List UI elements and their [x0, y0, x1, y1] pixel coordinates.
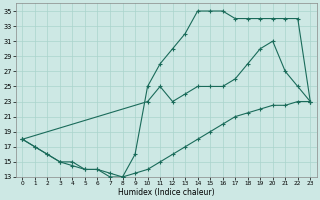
X-axis label: Humidex (Indice chaleur): Humidex (Indice chaleur)	[118, 188, 215, 197]
